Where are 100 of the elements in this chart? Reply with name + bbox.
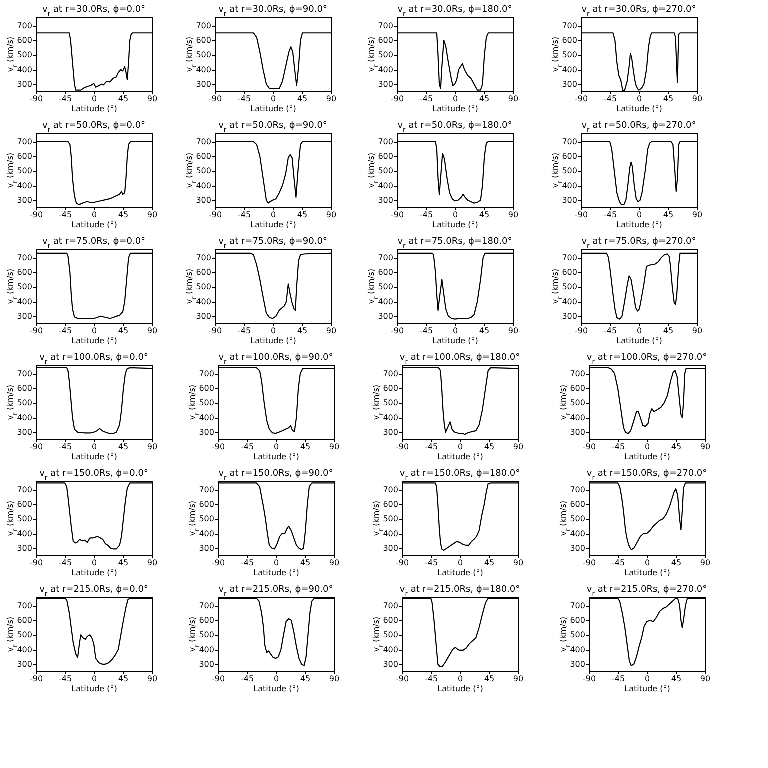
y-tick-label: 500 bbox=[199, 630, 214, 640]
chart-title: v$_{r}$ at r=150.0Rs, ϕ=0.0° bbox=[40, 469, 148, 482]
y-tick-label: 600 bbox=[383, 616, 398, 625]
x-tick-label: 45 bbox=[118, 558, 129, 568]
y-tick-label: 700 bbox=[562, 137, 578, 146]
chart-title: v$_{r}$ at r=150.0Rs, ϕ=270.0° bbox=[586, 469, 708, 482]
y-tick-label: 300 bbox=[378, 196, 394, 205]
x-tick-label: 45 bbox=[671, 674, 682, 684]
y-tick-label: 500 bbox=[17, 50, 32, 60]
x-tick-label: -45 bbox=[420, 94, 434, 104]
x-tick-label: 90 bbox=[513, 558, 524, 568]
y-tick-label: 300 bbox=[378, 312, 394, 321]
y-tick-label: 700 bbox=[196, 21, 212, 30]
y-tick-label: 700 bbox=[383, 369, 398, 378]
y-tick-label: 300 bbox=[570, 660, 586, 669]
y-tick-label: 300 bbox=[199, 428, 214, 437]
x-tick-label: -45 bbox=[58, 558, 72, 568]
y-tick-label: 300 bbox=[383, 544, 398, 553]
y-tick-label: 700 bbox=[17, 485, 32, 494]
y-tick-label: 700 bbox=[378, 21, 394, 30]
y-tick-label: 300 bbox=[196, 312, 212, 321]
x-tick-label: -45 bbox=[604, 94, 618, 104]
chart-title: v$_{r}$ at r=100.0Rs, ϕ=90.0° bbox=[218, 353, 334, 366]
y-tick-label: 700 bbox=[17, 137, 32, 146]
y-tick-label: 500 bbox=[383, 514, 398, 524]
x-tick-label: 45 bbox=[671, 558, 682, 568]
y-tick-label: 700 bbox=[17, 21, 32, 30]
chart-title: v$_{r}$ at r=50.0Rs, ϕ=180.0° bbox=[398, 121, 512, 134]
chart-title: v$_{r}$ at r=100.0Rs, ϕ=180.0° bbox=[400, 353, 520, 366]
y-tick-label: 300 bbox=[196, 196, 212, 205]
line-series bbox=[215, 252, 331, 320]
x-tick-label: 90 bbox=[147, 442, 158, 452]
x-tick-label: -90 bbox=[30, 442, 44, 452]
y-tick-label: 400 bbox=[17, 297, 32, 306]
y-tick-label: 400 bbox=[17, 529, 32, 538]
y-tick-label: 500 bbox=[562, 166, 578, 176]
x-tick-label: -45 bbox=[58, 210, 72, 220]
x-axis-title: Latitude (°) bbox=[72, 452, 118, 462]
y-tick-label: 400 bbox=[570, 645, 586, 654]
x-tick-label: -45 bbox=[604, 210, 618, 220]
x-tick-label: -90 bbox=[208, 210, 222, 220]
x-tick-label: -90 bbox=[30, 94, 44, 104]
x-tick-label: 90 bbox=[147, 210, 158, 220]
y-tick-label: 500 bbox=[17, 630, 32, 640]
y-tick-label: 600 bbox=[17, 36, 32, 45]
x-tick-label: 45 bbox=[118, 94, 129, 104]
x-tick-label: 90 bbox=[513, 442, 524, 452]
chart-title: v$_{r}$ at r=100.0Rs, ϕ=0.0° bbox=[40, 353, 148, 366]
x-tick-label: -45 bbox=[240, 674, 254, 684]
x-tick-label: 90 bbox=[326, 326, 337, 336]
y-tick-label: 600 bbox=[199, 384, 214, 393]
x-tick-label: 0 bbox=[458, 442, 464, 452]
x-tick-label: 90 bbox=[147, 558, 158, 568]
x-axis-title: Latitude (°) bbox=[250, 336, 296, 346]
y-tick-label: 300 bbox=[378, 80, 394, 89]
y-tick-label: 300 bbox=[562, 312, 578, 321]
chart-title: v$_{r}$ at r=30.0Rs, ϕ=180.0° bbox=[398, 5, 512, 18]
x-tick-label: 45 bbox=[118, 326, 129, 336]
y-tick-label: 300 bbox=[17, 428, 32, 437]
x-tick-label: -45 bbox=[424, 442, 438, 452]
y-tick-label: 300 bbox=[17, 544, 32, 553]
y-tick-label: 600 bbox=[17, 616, 32, 625]
x-tick-label: 45 bbox=[663, 94, 674, 104]
x-tick-label: -45 bbox=[612, 442, 626, 452]
y-tick-label: 700 bbox=[383, 601, 398, 610]
x-tick-label: -45 bbox=[238, 210, 252, 220]
chart-title: v$_{r}$ at r=30.0Rs, ϕ=0.0° bbox=[42, 5, 146, 18]
chart-title: v$_{r}$ at r=100.0Rs, ϕ=270.0° bbox=[586, 353, 708, 366]
y-tick-label: 600 bbox=[17, 500, 32, 509]
x-axis-title: Latitude (°) bbox=[72, 568, 118, 578]
y-tick-label: 400 bbox=[383, 413, 398, 422]
y-tick-label: 300 bbox=[17, 196, 32, 205]
x-tick-label: -90 bbox=[30, 210, 44, 220]
y-tick-label: 700 bbox=[196, 137, 212, 146]
x-tick-label: -90 bbox=[30, 326, 44, 336]
x-tick-label: -90 bbox=[208, 326, 222, 336]
x-tick-label: 45 bbox=[479, 326, 490, 336]
y-tick-label: 400 bbox=[199, 413, 214, 422]
x-tick-label: -90 bbox=[396, 558, 410, 568]
chart-title: v$_{r}$ at r=150.0Rs, ϕ=90.0° bbox=[218, 469, 334, 482]
x-tick-label: 45 bbox=[484, 558, 495, 568]
x-tick-label: 0 bbox=[270, 326, 276, 336]
y-tick-label: 400 bbox=[196, 297, 212, 306]
y-tick-label: 600 bbox=[199, 500, 214, 509]
y-tick-label: 600 bbox=[378, 152, 394, 161]
y-tick-label: 500 bbox=[199, 398, 214, 408]
x-tick-label: -45 bbox=[612, 674, 626, 684]
y-tick-label: 500 bbox=[378, 166, 394, 176]
x-tick-label: 45 bbox=[118, 210, 129, 220]
y-tick-label: 600 bbox=[17, 152, 32, 161]
y-tick-label: 700 bbox=[562, 21, 578, 30]
y-tick-label: 700 bbox=[199, 601, 214, 610]
x-axis-title: Latitude (°) bbox=[616, 336, 662, 346]
x-tick-label: 90 bbox=[692, 94, 703, 104]
x-tick-label: -45 bbox=[58, 326, 72, 336]
y-tick-label: 600 bbox=[562, 152, 578, 161]
x-tick-label: -45 bbox=[238, 94, 252, 104]
y-tick-label: 400 bbox=[562, 181, 578, 190]
x-tick-label: 45 bbox=[297, 210, 308, 220]
chart-title: v$_{r}$ at r=75.0Rs, ϕ=180.0° bbox=[398, 237, 512, 250]
